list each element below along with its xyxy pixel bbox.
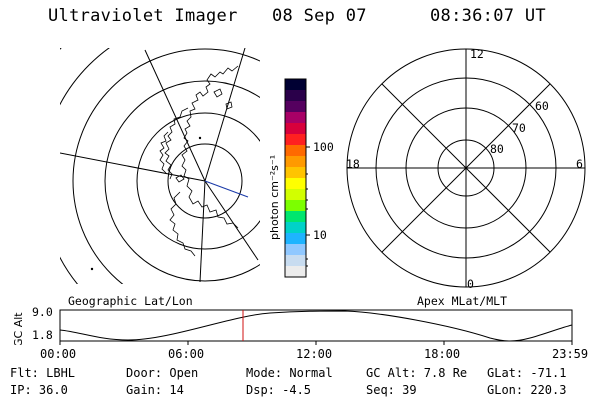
mlt-label-dusk: 18 [346, 157, 360, 171]
lat-circle [72, 48, 260, 284]
colorbar-cell [285, 255, 306, 267]
lat-circle [104, 80, 260, 282]
door-value: Door: Open [126, 366, 199, 380]
mlt-label-noon: 12 [470, 47, 484, 61]
mlat-label: 80 [490, 142, 504, 156]
lat-circle [167, 143, 243, 219]
colorbar-cell [285, 145, 306, 157]
strip-y-tick-label: 1.8 [32, 328, 53, 342]
colorbar-frame [284, 78, 307, 278]
strip-x-tick-label: 18:00 [424, 347, 461, 361]
colorbar-cell [285, 244, 306, 256]
colorbar-cell [285, 112, 306, 124]
date-label: 08 Sep 07 [272, 6, 367, 26]
colorbar-cell [285, 189, 306, 201]
colorbar-cell [285, 79, 306, 91]
colorbar-cell [285, 222, 306, 234]
strip-x-tick-label: 06:00 [168, 347, 205, 361]
geographic-map [60, 48, 260, 284]
lat-circle [136, 112, 260, 250]
colorbar-cell [285, 90, 306, 102]
colorbar-tick-label: 100 [313, 140, 334, 154]
glon-value: GLon: 220.3 [487, 383, 567, 397]
altitude-curve [59, 310, 573, 342]
ip-value: IP: 36.0 [10, 383, 68, 397]
glat-value: GLat: -71.1 [487, 366, 567, 380]
coastline [159, 131, 169, 174]
time-label: 08:36:07 UT [430, 6, 546, 26]
mode-value: Mode: Normal [246, 366, 333, 380]
coastline [181, 65, 239, 229]
colorbar-cell [285, 101, 306, 113]
instrument-title: Ultraviolet Imager [48, 6, 238, 26]
coastline [164, 107, 189, 180]
mlat-label: 60 [535, 99, 549, 113]
geographic-map-label: Geographic Lat/Lon [68, 294, 193, 308]
colorbar-cell [285, 266, 306, 278]
strip-x-tick-label: 23:59 [552, 347, 589, 361]
meridian-line [144, 49, 206, 182]
strip-frame [59, 309, 573, 342]
magnetic-map [346, 48, 586, 288]
colorbar-cell [285, 167, 306, 179]
meridian-line [204, 48, 246, 182]
filter-value: Flt: LBHL [10, 366, 76, 380]
meridian-line [60, 152, 206, 182]
colorbar-unit-label: photon cm⁻²s⁻¹ [268, 155, 281, 240]
gc-alt-value: GC Alt: 7.8 Re [366, 366, 468, 380]
colorbar-cell [285, 178, 306, 190]
dsp-value: Dsp: -4.5 [246, 383, 312, 397]
colorbar-cell [285, 123, 306, 135]
station-dot [90, 267, 94, 271]
colorbar-tick-label: 10 [313, 228, 327, 242]
station-dot [198, 136, 202, 140]
colorbar-cell [285, 211, 306, 223]
mlt-line [381, 83, 551, 253]
colorbar-cell [285, 233, 306, 245]
colorbar-cell [285, 134, 306, 146]
sun-direction-line [204, 180, 249, 198]
seq-value: Seq: 39 [366, 383, 417, 397]
magnetic-map-label: Apex MLat/MLT [417, 294, 508, 308]
coastline [169, 191, 196, 257]
strip-x-tick-label: 12:00 [296, 347, 333, 361]
mlt-label-dawn: 6 [576, 157, 583, 171]
meridian-line [204, 180, 259, 261]
strip-y-tick-label: 9.0 [32, 305, 53, 319]
colorbar-cell [285, 200, 306, 212]
strip-axis-label: GC Alt [12, 312, 25, 345]
colorbar-cell [285, 156, 306, 168]
strip-x-tick-label: 00:00 [40, 347, 77, 361]
mlat-label: 70 [512, 121, 526, 135]
gain-value: Gain: 14 [126, 383, 184, 397]
colorbar: photon cm⁻²s⁻¹ [268, 78, 310, 278]
mlt-label-midnight: 0 [467, 277, 474, 291]
meridian-line [199, 180, 206, 283]
altitude-strip: GC Alt [12, 309, 573, 345]
coastline [175, 88, 233, 183]
